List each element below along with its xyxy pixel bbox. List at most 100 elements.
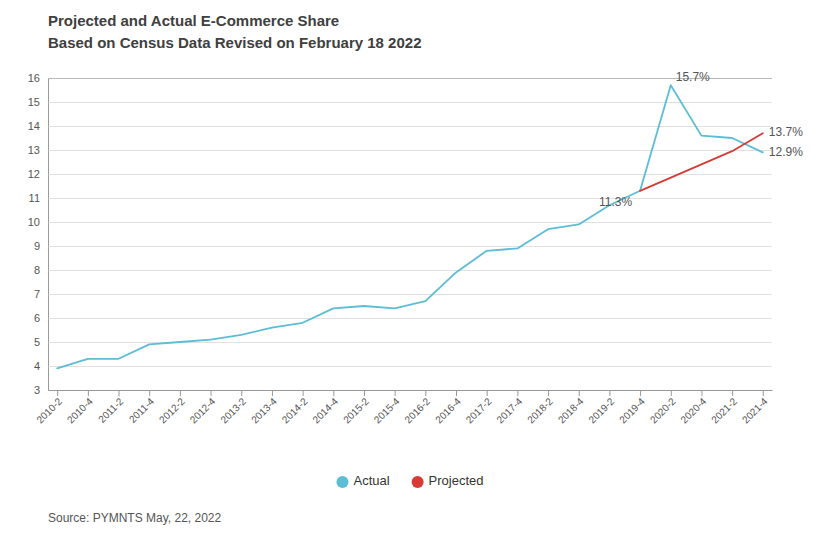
- y-tick-label: 13: [28, 144, 40, 156]
- y-tick: 11: [29, 192, 772, 204]
- x-tick-mark: [763, 390, 764, 396]
- x-tick-mark: [333, 390, 334, 396]
- grid-line: [48, 318, 772, 319]
- annotation: 15.7%: [676, 70, 710, 84]
- x-tick-label: 2019-4: [617, 395, 647, 425]
- source: Source: PYMNTS May, 22, 2022: [48, 511, 222, 525]
- y-tick-label: 9: [34, 240, 40, 252]
- x-tick-label: 2017-2: [464, 395, 494, 425]
- x-tick-mark: [57, 390, 58, 396]
- y-tick-label: 5: [34, 336, 40, 348]
- y-axis-line: [49, 79, 773, 391]
- x-tick: 2012-2: [157, 390, 187, 425]
- x-tick-mark: [211, 390, 212, 396]
- x-tick-mark: [241, 390, 242, 396]
- grid-line: [48, 246, 772, 247]
- x-tick-mark: [180, 390, 181, 396]
- x-tick-label: 2011-4: [127, 395, 157, 425]
- x-tick-label: 2012-2: [157, 395, 187, 425]
- x-tick-label: 2011-2: [96, 395, 126, 425]
- chart: Projected and Actual E-Commerce ShareBas…: [0, 0, 832, 540]
- y-tick-label: 11: [29, 192, 40, 204]
- x-tick-label: 2013-2: [218, 395, 248, 425]
- y-tick-label: 14: [28, 120, 40, 132]
- x-tick-label: 2016-2: [402, 395, 432, 425]
- legend-swatch: [412, 476, 424, 488]
- grid-line: [48, 150, 772, 151]
- x-tick-label: 2018-2: [525, 395, 555, 425]
- x-tick-label: 2021-4: [740, 395, 770, 425]
- x-tick-label: 2015-4: [372, 395, 402, 425]
- grid-line: [48, 342, 772, 343]
- x-tick: 2021-4: [740, 390, 770, 425]
- x-tick-label: 2021-2: [709, 395, 739, 425]
- x-tick-label: 2018-4: [556, 395, 586, 425]
- legend-label: Projected: [429, 473, 484, 488]
- grid-line: [48, 294, 772, 295]
- legend-item: Projected: [412, 473, 484, 488]
- legend-item: Actual: [336, 473, 389, 488]
- y-tick-label: 12: [28, 168, 40, 180]
- y-tick: 15: [28, 96, 772, 108]
- x-tick: 2017-4: [494, 390, 524, 425]
- x-tick-label: 2020-4: [679, 395, 709, 425]
- x-tick-mark: [149, 390, 150, 396]
- x-tick-mark: [548, 390, 549, 396]
- grid-line: [48, 126, 772, 127]
- y-tick-label: 7: [34, 288, 40, 300]
- annotation: 13.7%: [769, 125, 803, 139]
- x-tick: 2011-2: [96, 390, 126, 425]
- x-tick: 2016-4: [433, 390, 463, 425]
- x-tick-label: 2014-4: [310, 395, 340, 425]
- x-axis: 2010-22010-42011-22011-42012-22012-42013…: [34, 390, 772, 425]
- annotation: 11.3%: [599, 195, 632, 209]
- y-tick-label: 15: [28, 96, 40, 108]
- y-tick: 16: [28, 72, 772, 84]
- x-tick-mark: [272, 390, 273, 396]
- x-tick-label: 2014-2: [280, 395, 310, 425]
- grid-line: [48, 366, 772, 367]
- x-axis-line: [49, 390, 773, 391]
- x-tick: 2019-4: [617, 390, 647, 425]
- x-tick-mark: [517, 390, 518, 396]
- y-tick-label: 3: [34, 384, 40, 396]
- x-tick: 2013-2: [218, 390, 248, 425]
- y-axis: 345678910111213141516: [28, 72, 772, 396]
- x-tick: 2018-4: [556, 390, 586, 425]
- x-tick-label: 2016-4: [433, 395, 463, 425]
- grid-line: [48, 390, 772, 391]
- x-tick: 2014-4: [310, 390, 340, 425]
- grid-line: [48, 222, 772, 223]
- grid-line: [48, 198, 772, 199]
- x-tick-label: 2010-2: [34, 395, 64, 425]
- x-tick-mark: [671, 390, 672, 396]
- x-tick: 2017-2: [464, 390, 494, 425]
- y-tick: 6: [34, 312, 772, 324]
- title: Projected and Actual E-Commerce Share: [48, 12, 339, 29]
- x-tick-mark: [701, 390, 702, 396]
- x-tick: 2015-2: [341, 390, 371, 425]
- annotation: 12.9%: [769, 145, 803, 159]
- legend: Actual Projected: [336, 473, 483, 488]
- x-tick: 2014-2: [280, 390, 310, 425]
- y-tick-label: 10: [28, 216, 40, 228]
- x-tick-mark: [579, 390, 580, 396]
- x-tick-label: 2010-4: [65, 395, 95, 425]
- y-tick: 7: [34, 288, 772, 300]
- x-tick-label: 2019-2: [586, 395, 616, 425]
- annotations: 11.3% 15.7% 12.9% 13.7%: [599, 70, 803, 208]
- y-tick: 13: [28, 144, 772, 156]
- x-tick-mark: [425, 390, 426, 396]
- series-line: [57, 85, 763, 368]
- x-tick: 2018-2: [525, 390, 555, 425]
- x-tick-mark: [364, 390, 365, 396]
- x-tick-mark: [456, 390, 457, 396]
- x-tick: 2019-2: [586, 390, 616, 425]
- x-tick: 2013-4: [249, 390, 279, 425]
- y-tick: 4: [34, 360, 772, 372]
- x-tick-mark: [119, 390, 120, 396]
- x-tick: 2010-4: [65, 390, 95, 425]
- y-tick: 10: [28, 216, 772, 228]
- plot: 3456789101112131415162010-22010-42011-22…: [28, 70, 803, 425]
- y-tick: 3: [34, 384, 772, 396]
